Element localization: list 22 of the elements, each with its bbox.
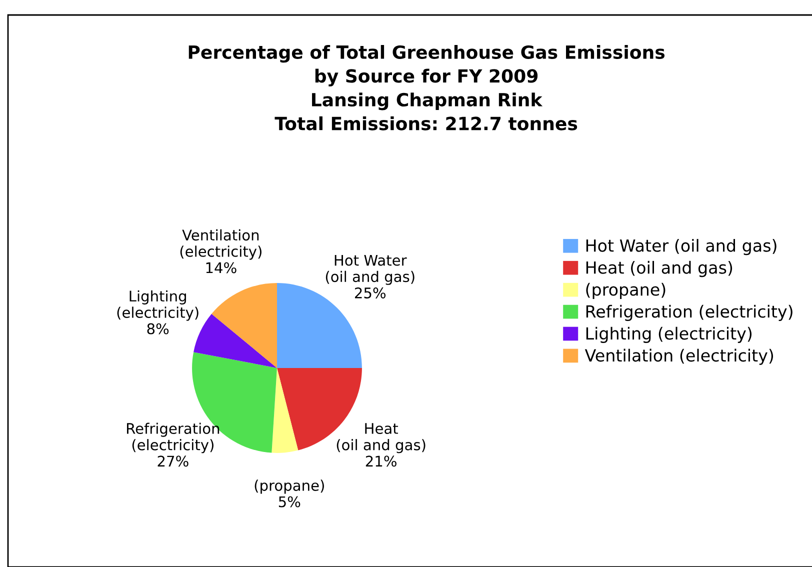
- legend-label: Ventilation (electricity): [584, 348, 774, 365]
- slice-label: Hot Water (oil and gas): [326, 254, 414, 285]
- legend-label: Hot Water (oil and gas): [586, 238, 776, 256]
- slice-label: Heat (oil and gas): [336, 423, 426, 454]
- legend-label: (propane): [586, 282, 666, 300]
- pie-slice: [212, 283, 277, 368]
- legend-label: Heat (oil and gas): [586, 260, 732, 278]
- slice-label: Refrigeration (electricity): [127, 422, 220, 454]
- data-label: 25%: [354, 287, 386, 298]
- slice-label: (propane): [254, 480, 324, 494]
- pie-slice: [277, 368, 362, 450]
- pie-slice: [272, 368, 298, 453]
- legend-label: Lighting (electricity): [586, 326, 752, 343]
- data-label: 27%: [158, 456, 188, 467]
- chart-title: Percentage of Total Greenhouse Gas Emissions by Source for FY 2009 Lansing Chapman Rink Total Emissions: 212.7 tonnes: [188, 45, 665, 130]
- data-label: 14%: [206, 262, 236, 274]
- legend-label: Refrigeration (electricity): [586, 304, 792, 321]
- slice-label: Ventilation (electricity): [180, 229, 262, 260]
- data-label: 21%: [366, 456, 396, 467]
- data-label: 8%: [147, 323, 169, 334]
- slice-label: Lighting (electricity): [117, 290, 198, 321]
- data-label: 5%: [278, 496, 300, 508]
